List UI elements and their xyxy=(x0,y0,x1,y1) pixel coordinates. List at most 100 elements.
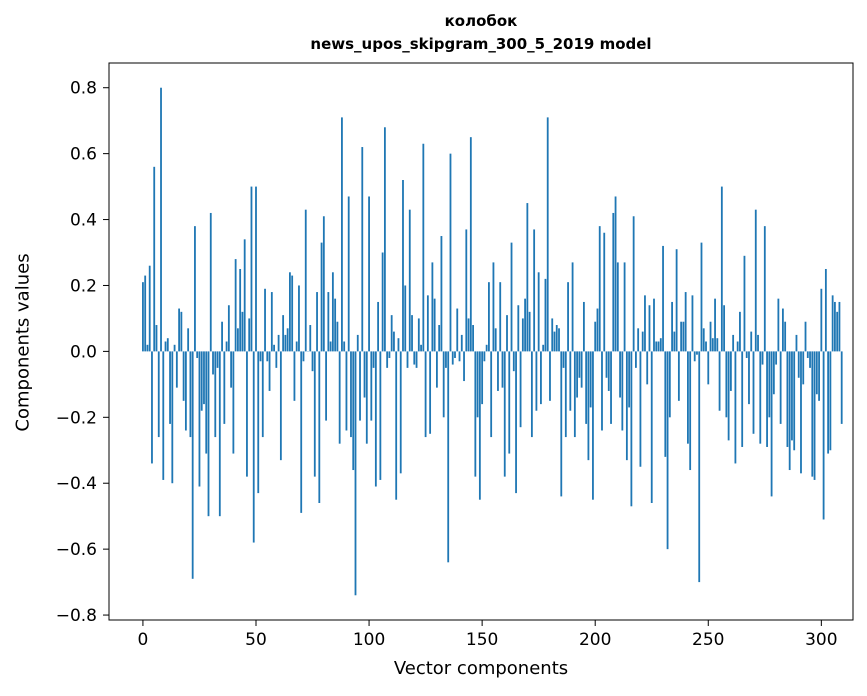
bar-183 xyxy=(555,325,558,352)
bar-227 xyxy=(655,341,658,352)
bar-298 xyxy=(815,351,818,395)
bar-49 xyxy=(252,351,255,543)
bar-141 xyxy=(460,334,463,352)
bar-188 xyxy=(567,282,569,352)
bar-243 xyxy=(691,295,694,352)
bar-206 xyxy=(607,351,610,391)
bar-179 xyxy=(546,117,549,352)
bar-160 xyxy=(503,351,506,477)
bar-220 xyxy=(639,351,642,467)
bar-24 xyxy=(196,351,199,358)
bar-263 xyxy=(736,341,739,352)
bar-9 xyxy=(162,351,165,480)
y-tick-label: −0.6 xyxy=(56,540,97,560)
bar-3 xyxy=(148,265,151,352)
bar-151 xyxy=(483,351,486,362)
bar-125 xyxy=(424,351,427,438)
bar-29 xyxy=(207,351,210,517)
bar-133 xyxy=(442,351,445,418)
bar-143 xyxy=(465,229,468,352)
bar-172 xyxy=(530,351,533,438)
bar-60 xyxy=(277,334,280,352)
bar-80 xyxy=(322,216,325,352)
bar-92 xyxy=(350,351,352,438)
bar-189 xyxy=(569,351,572,411)
bar-121 xyxy=(415,351,418,368)
bar-209 xyxy=(614,196,617,352)
bar-65 xyxy=(289,272,291,352)
bar-98 xyxy=(363,351,366,398)
bar-78 xyxy=(318,351,321,503)
bar-252 xyxy=(711,338,714,352)
bar-259 xyxy=(727,351,730,441)
bar-153 xyxy=(488,282,490,352)
bar-302 xyxy=(824,268,827,352)
bar-127 xyxy=(429,351,432,434)
bar-223 xyxy=(646,351,649,385)
bar-214 xyxy=(625,351,628,461)
bar-245 xyxy=(696,351,698,355)
bar-308 xyxy=(838,301,841,352)
bar-292 xyxy=(802,351,805,385)
bar-119 xyxy=(411,315,413,352)
bar-63 xyxy=(284,334,287,352)
bar-120 xyxy=(413,351,416,365)
bar-218 xyxy=(635,351,637,368)
bar-273 xyxy=(759,351,762,444)
bar-275 xyxy=(763,226,766,352)
bar-110 xyxy=(390,315,393,352)
bar-216 xyxy=(630,351,633,507)
bar-213 xyxy=(623,262,626,352)
bar-91 xyxy=(347,196,350,352)
bar-109 xyxy=(388,351,391,358)
bar-180 xyxy=(549,351,551,401)
bar-265 xyxy=(741,351,744,447)
bar-10 xyxy=(164,341,167,352)
bar-161 xyxy=(506,315,508,352)
bar-148 xyxy=(476,351,479,418)
bar-178 xyxy=(544,278,547,352)
bar-231 xyxy=(664,351,667,457)
bar-249 xyxy=(705,341,707,352)
bar-294 xyxy=(806,351,809,358)
bar-247 xyxy=(700,242,703,352)
bar-304 xyxy=(829,351,832,451)
bar-184 xyxy=(558,328,560,352)
bar-228 xyxy=(657,341,660,352)
bar-266 xyxy=(743,255,746,352)
bar-2 xyxy=(146,344,149,352)
bar-108 xyxy=(386,351,389,368)
bar-142 xyxy=(463,351,465,382)
bar-22 xyxy=(191,351,194,579)
bar-51 xyxy=(257,351,260,494)
bar-297 xyxy=(813,351,816,480)
bar-270 xyxy=(752,351,755,434)
bar-34 xyxy=(218,351,221,517)
bar-28 xyxy=(205,351,208,454)
bar-229 xyxy=(659,338,662,352)
bar-283 xyxy=(781,308,784,352)
bars-group xyxy=(142,87,843,596)
bar-114 xyxy=(399,351,402,474)
bar-268 xyxy=(748,351,750,405)
bar-233 xyxy=(668,351,671,418)
x-tick-label: 150 xyxy=(466,630,498,650)
bar-79 xyxy=(320,242,323,352)
bar-14 xyxy=(173,344,176,352)
bar-42 xyxy=(237,328,239,352)
bar-196 xyxy=(585,351,588,424)
bar-144 xyxy=(467,318,470,352)
bar-94 xyxy=(354,351,357,596)
bar-191 xyxy=(573,351,576,438)
bar-26 xyxy=(200,351,203,411)
bar-21 xyxy=(189,351,192,438)
plot-frame xyxy=(108,62,854,621)
bar-272 xyxy=(757,334,759,352)
y-tick-label: 0.2 xyxy=(70,276,97,296)
bar-1 xyxy=(144,275,147,352)
bar-32 xyxy=(214,351,217,438)
bar-224 xyxy=(648,305,651,352)
bar-83 xyxy=(329,341,332,352)
bar-131 xyxy=(438,325,441,352)
bar-181 xyxy=(551,318,554,352)
